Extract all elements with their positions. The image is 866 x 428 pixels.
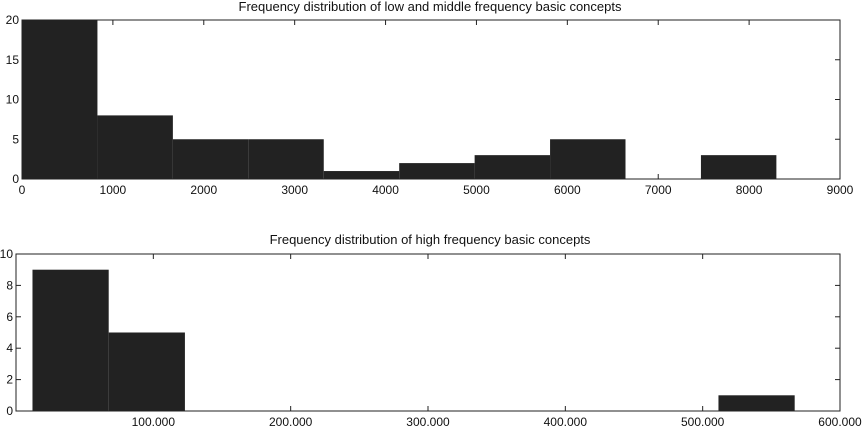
chart-title: Frequency distribution of low and middle… — [239, 0, 622, 14]
x-tick-label: 5000 — [463, 183, 490, 197]
histogram-bar — [108, 332, 185, 411]
histogram-bar — [700, 155, 777, 179]
x-tick-label: 500.000 — [681, 415, 725, 428]
y-tick-label: 6 — [6, 310, 13, 324]
y-tick-label: 0 — [12, 172, 19, 186]
x-tick-label: 2000 — [190, 183, 217, 197]
y-tick-label: 10 — [6, 93, 20, 107]
histogram-bar — [474, 155, 551, 179]
y-tick-label: 10 — [0, 247, 13, 261]
x-tick-label: 7000 — [645, 183, 672, 197]
x-tick-label: 6000 — [554, 183, 581, 197]
y-tick-label: 20 — [6, 13, 20, 27]
high-frequency-histogram: Frequency distribution of high frequency… — [0, 232, 862, 428]
histogram-bar — [32, 269, 109, 411]
y-tick-label: 8 — [6, 278, 13, 292]
x-tick-label: 400.000 — [544, 415, 588, 428]
x-tick-label: 200.000 — [269, 415, 313, 428]
x-tick-label: 300.000 — [406, 415, 450, 428]
histogram-bar — [718, 395, 795, 411]
histogram-bar — [172, 139, 249, 179]
histogram-bar — [550, 139, 626, 179]
histogram-bar — [323, 171, 400, 179]
x-tick-label: 9000 — [827, 183, 854, 197]
x-tick-label: 1000 — [100, 183, 127, 197]
x-tick-label: 0 — [19, 183, 26, 197]
x-tick-label: 600.000 — [818, 415, 862, 428]
histogram-bar — [97, 115, 173, 179]
y-tick-label: 15 — [6, 53, 20, 67]
histogram-bar — [22, 20, 98, 179]
x-tick-label: 3000 — [281, 183, 308, 197]
y-tick-label: 2 — [6, 373, 13, 387]
x-tick-label: 8000 — [736, 183, 763, 197]
chart-title: Frequency distribution of high frequency… — [270, 232, 591, 247]
low-middle-frequency-histogram: Frequency distribution of low and middle… — [6, 0, 854, 197]
y-tick-label: 4 — [6, 341, 13, 355]
y-tick-label: 5 — [12, 132, 19, 146]
histogram-bar — [399, 163, 475, 179]
x-tick-label: 100.000 — [132, 415, 176, 428]
histogram-bar — [248, 139, 324, 179]
y-tick-label: 0 — [6, 404, 13, 418]
x-tick-label: 4000 — [372, 183, 399, 197]
